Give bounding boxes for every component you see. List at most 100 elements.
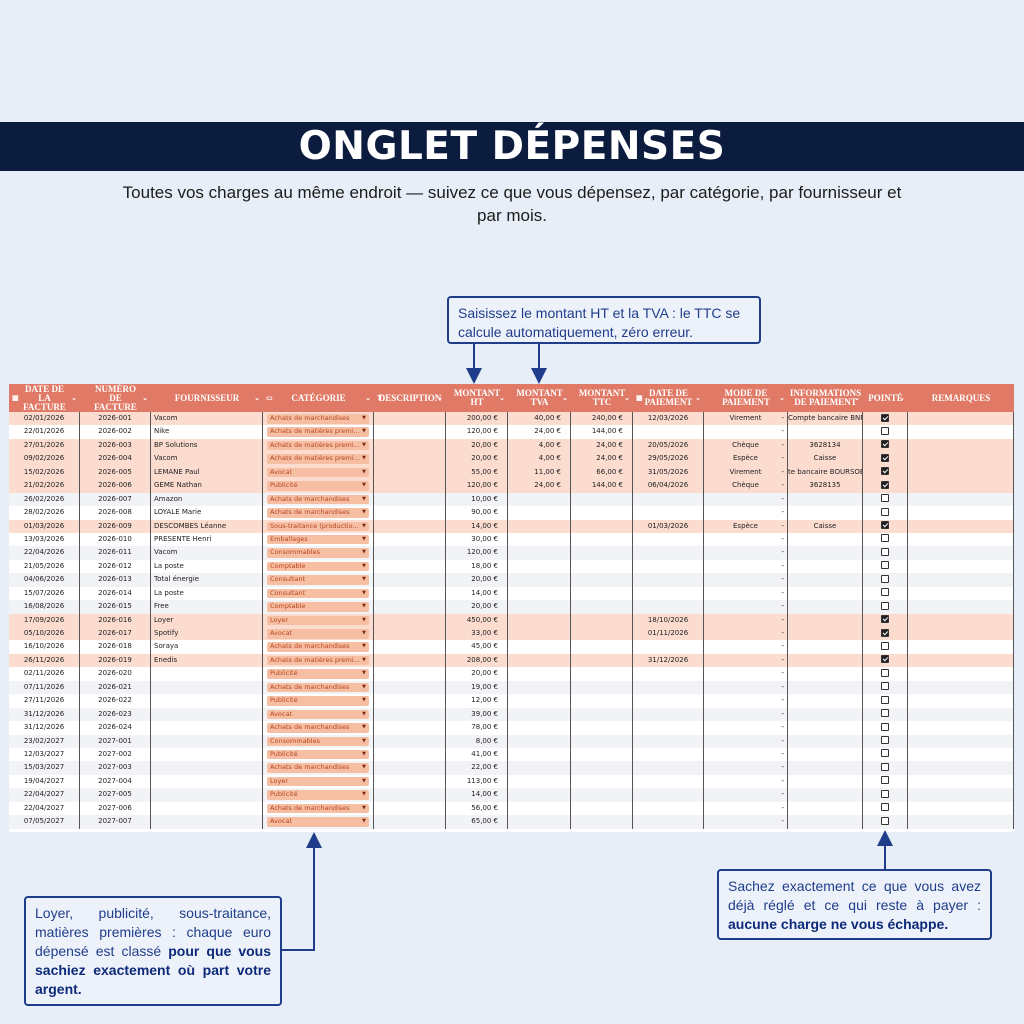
filter-chevron-icon[interactable]: ⌄ [899,394,905,402]
table-row[interactable]: 15/02/2026 2026-005 LEMANE Paul Avocat ▼ 55,0… [9,465,1014,480]
column-header-invoice-number[interactable]: Numéro de facture ⌄ [80,384,151,412]
filter-chevron-icon[interactable]: ⌄ [71,394,77,402]
pointed-checkbox[interactable] [881,507,889,516]
table-row[interactable]: 27/01/2026 2026-003 BP Solutions Achats de … [9,438,1014,453]
cell-invoice-number[interactable]: 2026-016 [80,613,151,627]
cell-invoice-number[interactable]: 2026-009 [80,519,151,533]
table-row[interactable]: 12/03/2027 2027-002 Publicité ▼ 41,00 € - [9,747,1014,762]
cell-remarks[interactable] [908,573,1014,587]
cell-category[interactable]: Publicité ▼ [263,667,374,681]
cell-amount-ttc[interactable] [571,788,633,802]
cell-supplier[interactable]: Free [151,600,263,614]
cell-invoice-date[interactable]: 22/04/2027 [9,788,80,802]
cell-supplier[interactable]: PRESENTE Henri [151,532,263,547]
cell-supplier[interactable] [151,734,263,748]
cell-payment-info[interactable] [788,721,863,735]
cell-invoice-date[interactable]: 09/02/2026 [9,452,80,466]
cell-amount-tva[interactable]: 4,00 € [508,452,571,466]
table-row[interactable]: 07/05/2027 2027-007 Avocat ▼ 65,00 € - [9,815,1014,829]
cell-supplier[interactable] [151,801,263,816]
category-dropdown[interactable]: Achats de matières premi... ▼ [267,454,369,464]
cell-category[interactable]: Achats de marchandises ▼ [263,801,374,816]
cell-category[interactable]: Comptable ▼ [263,559,374,574]
pointed-checkbox[interactable] [881,776,889,785]
category-dropdown[interactable]: Achats de marchandises ▼ [267,508,369,518]
pointed-checkbox[interactable] [881,601,889,610]
cell-invoice-number[interactable]: 2026-019 [80,653,151,668]
cell-amount-ttc[interactable]: 24,00 € [571,452,633,466]
cell-pointed[interactable] [863,438,908,453]
cell-payment-info[interactable] [788,747,863,762]
filter-chevron-icon[interactable]: ⌄ [254,394,260,402]
cell-invoice-date[interactable]: 27/01/2026 [9,438,80,453]
cell-amount-tva[interactable] [508,532,571,547]
cell-amount-tva[interactable] [508,721,571,735]
cell-amount-ht[interactable]: 78,00 € [446,721,508,735]
cell-payment-mode[interactable]: Espèce - [704,452,788,466]
cell-payment-info[interactable] [788,613,863,627]
column-header-payment-info[interactable]: Informations de paiement ⌄ [788,384,863,412]
category-dropdown[interactable]: Avocat ▼ [267,629,369,639]
cell-payment-info[interactable] [788,815,863,829]
cell-pointed[interactable] [863,680,908,695]
cell-supplier[interactable] [151,815,263,829]
cell-pointed[interactable] [863,506,908,520]
cell-invoice-number[interactable]: 2026-003 [80,438,151,453]
cell-invoice-number[interactable]: 2027-006 [80,801,151,816]
cell-payment-mode[interactable]: Virement - [704,465,788,480]
cell-payment-date[interactable] [633,492,704,507]
cell-pointed[interactable] [863,479,908,493]
cell-payment-info[interactable] [788,788,863,802]
cell-payment-info[interactable] [788,546,863,560]
cell-invoice-date[interactable]: 02/01/2026 [9,412,80,426]
cell-category[interactable]: Emballages ▼ [263,532,374,547]
cell-payment-date[interactable] [633,667,704,681]
cell-payment-info[interactable] [788,586,863,601]
cell-remarks[interactable] [908,774,1014,789]
cell-description[interactable] [374,788,446,802]
category-dropdown[interactable]: Achats de marchandises ▼ [267,414,369,424]
cell-amount-tva[interactable] [508,627,571,641]
cell-payment-info[interactable] [788,680,863,695]
cell-amount-ttc[interactable] [571,627,633,641]
cell-amount-ttc[interactable] [571,613,633,627]
table-row[interactable]: 02/01/2026 2026-001 Vacom Achats de marchan… [9,412,1014,426]
cell-pointed[interactable] [863,653,908,668]
column-header-category[interactable]: ▭ Catégorie ⌄ [263,384,374,412]
cell-pointed[interactable] [863,774,908,789]
cell-payment-date[interactable] [633,506,704,520]
cell-payment-date[interactable] [633,559,704,574]
cell-description[interactable] [374,532,446,547]
column-header-description[interactable]: T Description ⌄ [374,384,446,412]
cell-description[interactable] [374,600,446,614]
cell-supplier[interactable]: Loyer [151,613,263,627]
cell-supplier[interactable] [151,761,263,775]
table-row[interactable]: 26/11/2026 2026-019 Enedis Achats de matièr… [9,653,1014,668]
cell-remarks[interactable] [908,465,1014,480]
column-header-amount-ht[interactable]: Montant HT ⌄ [446,384,508,412]
cell-supplier[interactable] [151,747,263,762]
cell-payment-mode[interactable]: Chèque - [704,438,788,453]
pointed-checkbox[interactable] [881,722,889,731]
cell-description[interactable] [374,559,446,574]
pointed-checkbox[interactable] [881,736,889,744]
category-dropdown[interactable]: Achats de matières premi... ▼ [267,655,369,666]
cell-payment-mode[interactable]: Virement - [704,412,788,426]
cell-supplier[interactable] [151,774,263,789]
pointed-checkbox[interactable] [881,695,889,704]
cell-payment-mode[interactable]: - [704,600,788,614]
cell-amount-ht[interactable]: 20,00 € [446,452,508,466]
cell-payment-date[interactable]: 31/12/2026 [633,653,704,668]
cell-supplier[interactable]: La poste [151,586,263,601]
cell-description[interactable] [374,452,446,466]
cell-amount-tva[interactable] [508,586,571,601]
cell-amount-tva[interactable]: 40,00 € [508,412,571,426]
cell-amount-ttc[interactable] [571,667,633,681]
table-row[interactable]: 21/05/2026 2026-012 La poste Comptable ▼ 18,0… [9,559,1014,574]
cell-amount-ttc[interactable] [571,801,633,816]
cell-payment-date[interactable] [633,734,704,748]
cell-amount-ttc[interactable] [571,532,633,547]
table-row[interactable]: 09/02/2026 2026-004 Vacom Achats de matière… [9,452,1014,466]
cell-amount-ht[interactable]: 450,00 € [446,613,508,627]
cell-invoice-number[interactable]: 2026-017 [80,627,151,641]
